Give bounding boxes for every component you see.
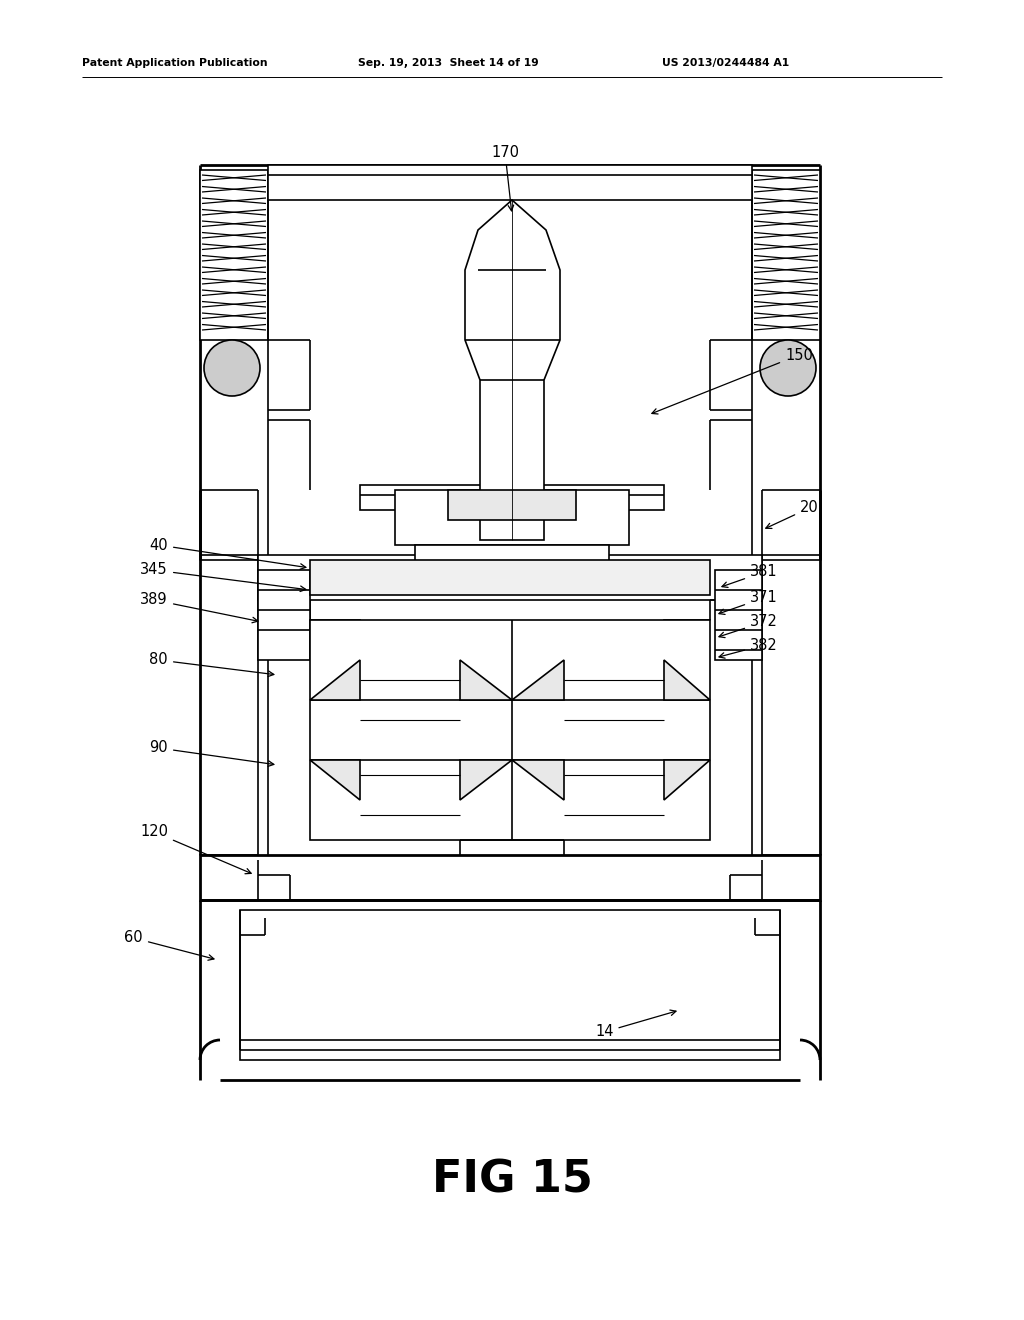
Bar xyxy=(268,165,752,201)
Text: 170: 170 xyxy=(490,145,519,211)
Polygon shape xyxy=(664,760,710,800)
Text: 372: 372 xyxy=(719,615,778,638)
Polygon shape xyxy=(664,620,710,660)
Circle shape xyxy=(760,341,816,396)
Bar xyxy=(258,554,762,601)
Bar xyxy=(258,570,310,660)
Polygon shape xyxy=(664,660,710,700)
Bar xyxy=(415,545,609,576)
Text: FIG 15: FIG 15 xyxy=(431,1159,593,1201)
Text: 389: 389 xyxy=(140,593,258,623)
Text: 20: 20 xyxy=(766,500,819,528)
Bar xyxy=(240,909,780,1060)
Polygon shape xyxy=(310,660,360,700)
Bar xyxy=(200,170,268,341)
Text: 120: 120 xyxy=(140,825,251,874)
Polygon shape xyxy=(465,201,560,540)
Polygon shape xyxy=(460,660,512,700)
Bar xyxy=(752,170,820,341)
Text: Patent Application Publication: Patent Application Publication xyxy=(82,58,267,69)
Polygon shape xyxy=(512,760,564,800)
Polygon shape xyxy=(460,760,512,800)
Bar xyxy=(360,484,664,510)
Circle shape xyxy=(204,341,260,396)
Bar xyxy=(310,560,710,595)
Text: 14: 14 xyxy=(595,1010,676,1040)
Bar xyxy=(449,490,575,520)
Text: 90: 90 xyxy=(150,741,273,767)
Text: 371: 371 xyxy=(719,590,778,614)
Bar xyxy=(395,490,629,545)
Text: 381: 381 xyxy=(722,565,777,587)
Polygon shape xyxy=(310,760,360,800)
Text: 345: 345 xyxy=(140,562,306,591)
Polygon shape xyxy=(512,660,564,700)
Polygon shape xyxy=(310,620,360,660)
Text: 80: 80 xyxy=(150,652,273,677)
Text: 382: 382 xyxy=(719,638,778,659)
Text: US 2013/0244484 A1: US 2013/0244484 A1 xyxy=(662,58,790,69)
Bar xyxy=(310,620,710,840)
Bar xyxy=(715,570,762,660)
Text: Sep. 19, 2013  Sheet 14 of 19: Sep. 19, 2013 Sheet 14 of 19 xyxy=(358,58,539,69)
Bar xyxy=(200,855,820,900)
Text: 150: 150 xyxy=(652,347,813,414)
Text: 60: 60 xyxy=(124,931,214,960)
Text: 40: 40 xyxy=(150,537,306,569)
